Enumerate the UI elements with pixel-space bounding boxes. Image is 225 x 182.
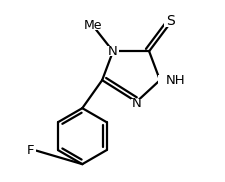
FancyBboxPatch shape xyxy=(85,20,101,30)
Text: N: N xyxy=(131,97,141,110)
Text: F: F xyxy=(27,144,34,157)
Text: Me: Me xyxy=(83,19,102,31)
FancyBboxPatch shape xyxy=(164,16,176,27)
FancyBboxPatch shape xyxy=(130,99,142,109)
Text: NH: NH xyxy=(165,74,184,87)
FancyBboxPatch shape xyxy=(157,75,173,85)
FancyBboxPatch shape xyxy=(107,46,118,56)
FancyBboxPatch shape xyxy=(25,146,36,156)
Text: S: S xyxy=(166,14,174,28)
Text: N: N xyxy=(108,45,117,58)
